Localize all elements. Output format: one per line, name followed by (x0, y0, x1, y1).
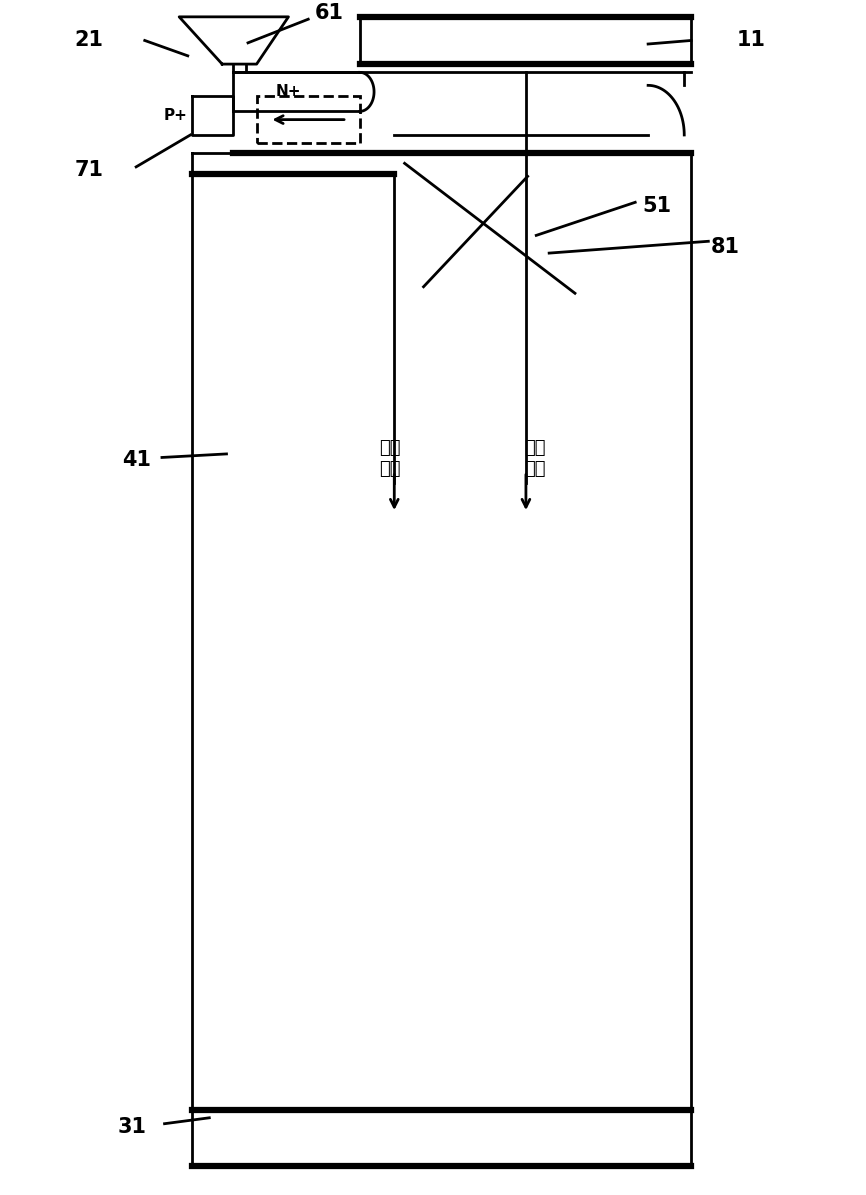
Text: 51: 51 (643, 196, 671, 216)
Text: N+: N+ (275, 85, 301, 99)
Text: 81: 81 (711, 237, 740, 257)
Text: 61: 61 (315, 4, 345, 23)
Text: 电子
电流: 电子 电流 (524, 439, 546, 478)
Text: 11: 11 (737, 30, 766, 50)
Text: 21: 21 (74, 30, 103, 50)
Text: 31: 31 (118, 1117, 146, 1138)
Text: P+: P+ (164, 108, 188, 123)
Text: 空穴
电流: 空穴 电流 (379, 439, 401, 478)
Text: 41: 41 (121, 449, 151, 470)
Text: 71: 71 (74, 160, 103, 180)
Bar (256, 96, 360, 143)
